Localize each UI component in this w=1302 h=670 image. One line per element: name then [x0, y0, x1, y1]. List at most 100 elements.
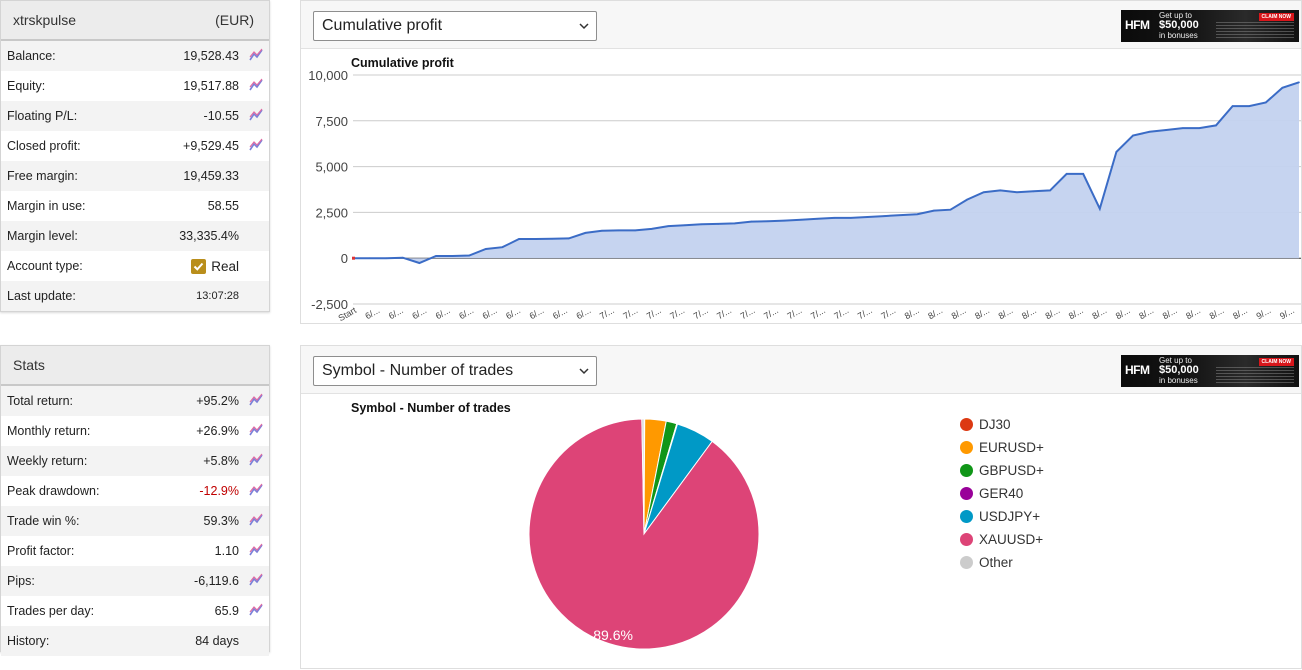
chart-icon[interactable] — [249, 393, 263, 407]
legend-item[interactable]: GBPUSD+ — [960, 463, 1044, 478]
stat-value: -10.55 — [203, 109, 239, 123]
legend-label: GBPUSD+ — [979, 463, 1044, 478]
x-tick-label: 7/... — [645, 305, 663, 321]
legend-item[interactable]: DJ30 — [960, 417, 1011, 432]
profit-point — [750, 220, 753, 223]
x-tick-label: 6/... — [551, 305, 569, 321]
pie-slice-other[interactable] — [641, 418, 645, 535]
profit-point — [1265, 101, 1267, 104]
ad-logo: HFM — [1125, 18, 1150, 32]
stats-header: Stats — [1, 346, 269, 386]
x-tick-label: 7/... — [739, 305, 757, 321]
profit-point — [700, 223, 703, 226]
legend-item[interactable]: EURUSD+ — [960, 440, 1044, 455]
stat-row: Total return: +95.2% — [1, 386, 269, 416]
profit-point — [1148, 130, 1151, 133]
stat-label: Closed profit: — [7, 139, 81, 153]
legend-label: Other — [979, 555, 1013, 570]
stat-label: Trades per day: — [7, 604, 95, 618]
chart-icon[interactable] — [249, 108, 263, 122]
profit-point — [1182, 127, 1184, 129]
start-marker — [352, 256, 355, 260]
chart-icon[interactable] — [249, 513, 263, 527]
chart-type-select-value: Symbol - Number of trades — [322, 362, 514, 379]
legend-label: USDJPY+ — [979, 509, 1041, 524]
stat-label: Margin in use: — [7, 199, 86, 213]
stat-label: Trade win %: — [7, 514, 80, 528]
x-tick-label: 7/... — [809, 305, 827, 321]
x-tick-label: 6/... — [574, 305, 592, 321]
account-header: xtrskpulse (EUR) — [1, 1, 269, 41]
chart-icon[interactable] — [249, 138, 263, 152]
chart-icon[interactable] — [249, 483, 263, 497]
profit-point — [1165, 129, 1168, 131]
chart-icon[interactable] — [249, 423, 263, 437]
stat-label: Account type: — [7, 259, 83, 273]
stat-label: History: — [7, 634, 50, 648]
stat-value: 19,459.33 — [183, 169, 239, 183]
legend-item[interactable]: USDJPY+ — [960, 509, 1040, 524]
x-tick-label: 8/... — [1020, 305, 1038, 321]
legend-label: DJ30 — [979, 417, 1011, 432]
stat-label: Peak drawdown: — [7, 484, 100, 498]
legend-item[interactable]: GER40 — [960, 486, 1023, 501]
profit-point — [933, 209, 935, 212]
legend-label: EURUSD+ — [979, 440, 1044, 455]
checkmark-icon — [191, 258, 207, 274]
profit-point — [833, 217, 836, 219]
chevron-down-icon — [579, 23, 589, 30]
chart-icon[interactable] — [249, 453, 263, 467]
profit-point — [1198, 127, 1201, 129]
profit-point — [1032, 190, 1035, 193]
account-name: xtrskpulse — [13, 12, 77, 28]
chart-icon[interactable] — [249, 78, 263, 92]
chart-icon[interactable] — [249, 543, 263, 557]
stat-value: -12.9% — [199, 484, 239, 498]
x-tick-label: 8/... — [997, 305, 1015, 321]
x-tick-label: 7/... — [668, 305, 686, 321]
profit-point — [1065, 173, 1068, 175]
stat-value: -6,119.6 — [194, 574, 239, 588]
x-tick-label: 8/... — [1137, 305, 1155, 321]
promo-banner[interactable]: HFM Get up to $50,000 in bonuses CLAIM N… — [1121, 10, 1299, 42]
ad-claim-button[interactable]: CLAIM NOW — [1258, 13, 1294, 21]
profit-point — [368, 257, 371, 259]
profit-point — [667, 225, 670, 227]
ad-line2: $50,000 — [1159, 19, 1199, 31]
x-tick-label: 7/... — [879, 305, 897, 321]
profit-point — [999, 189, 1002, 192]
chart-type-select[interactable]: Symbol - Number of trades — [313, 356, 597, 386]
x-tick-label: 7/... — [832, 305, 850, 321]
ad-claim-button[interactable]: CLAIM NOW — [1258, 358, 1294, 366]
stat-value: 19,517.88 — [183, 79, 239, 93]
profit-point — [717, 223, 719, 225]
stat-value: 1.10 — [214, 544, 239, 558]
y-tick-label: 0 — [341, 251, 348, 266]
chart-icon[interactable] — [249, 603, 263, 617]
legend-item[interactable]: Other — [960, 555, 1013, 570]
promo-banner[interactable]: HFM Get up to $50,000 in bonuses CLAIM N… — [1121, 355, 1299, 387]
stat-label: Margin level: — [7, 229, 78, 243]
y-tick-label: 10,000 — [308, 68, 348, 83]
profit-point — [435, 255, 437, 257]
legend-label: GER40 — [979, 486, 1024, 501]
x-tick-label: 9/... — [1255, 305, 1273, 321]
chart-icon[interactable] — [249, 573, 263, 587]
profit-point — [916, 213, 919, 216]
account-currency: (EUR) — [215, 12, 254, 28]
stat-row: Weekly return: +5.8% — [1, 446, 269, 476]
legend-item[interactable]: XAUUSD+ — [960, 532, 1043, 547]
x-tick-label: 8/... — [1161, 305, 1179, 321]
pie-slice-xauusd[interactable] — [528, 418, 760, 650]
x-tick-label: 8/... — [1067, 305, 1085, 321]
x-tick-label: 7/... — [856, 305, 874, 321]
stat-row: Closed profit: +9,529.45 — [1, 131, 269, 161]
profit-point — [1099, 207, 1101, 210]
x-tick-label: 8/... — [903, 305, 921, 321]
chart-icon[interactable] — [249, 48, 263, 62]
profit-point — [650, 228, 653, 230]
profit-point — [982, 191, 985, 194]
chart-type-select[interactable]: Cumulative profit — [313, 11, 597, 41]
x-tick-label: 7/... — [621, 305, 639, 321]
x-tick-label: 8/... — [973, 305, 991, 321]
